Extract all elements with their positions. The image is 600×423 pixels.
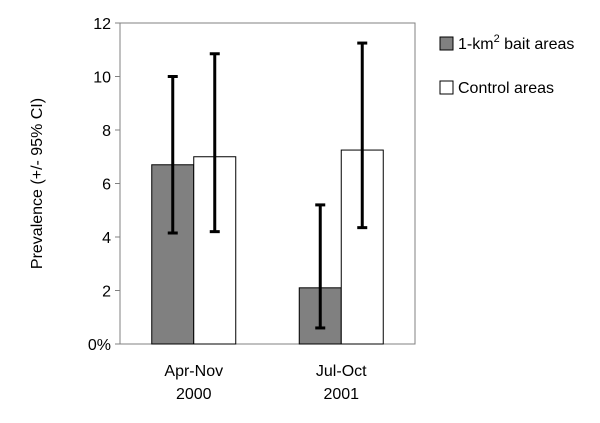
legend: 1-km2 bait areas Control areas [439,33,574,97]
legend-swatch [439,36,454,51]
x-category-label: Jul-Oct [316,363,367,380]
x-axis-categories: Apr-Nov 2000 Jul-Oct 2001 [164,363,367,403]
plot-area [119,22,416,345]
x-category-label: 2000 [176,386,212,403]
y-tick-label: 6 [102,177,111,194]
y-tick-label: 10 [93,70,111,87]
legend-label: Control areas [458,80,554,97]
x-category-label: 2001 [323,386,359,403]
y-tick-label: 12 [93,16,111,33]
x-category-label: Apr-Nov [164,363,223,380]
y-tick-label: 8 [102,123,111,140]
legend-label: 1-km2 bait areas [458,33,574,53]
y-tick-label: 4 [102,230,111,247]
y-tick-label: 2 [102,284,111,301]
y-axis-ticks: 0% 2 4 6 8 10 12 [88,16,120,354]
y-axis-title: Prevalence (+/- 95% CI) [29,98,46,269]
legend-swatch [439,80,454,95]
y-tick-label: 0% [88,337,111,354]
